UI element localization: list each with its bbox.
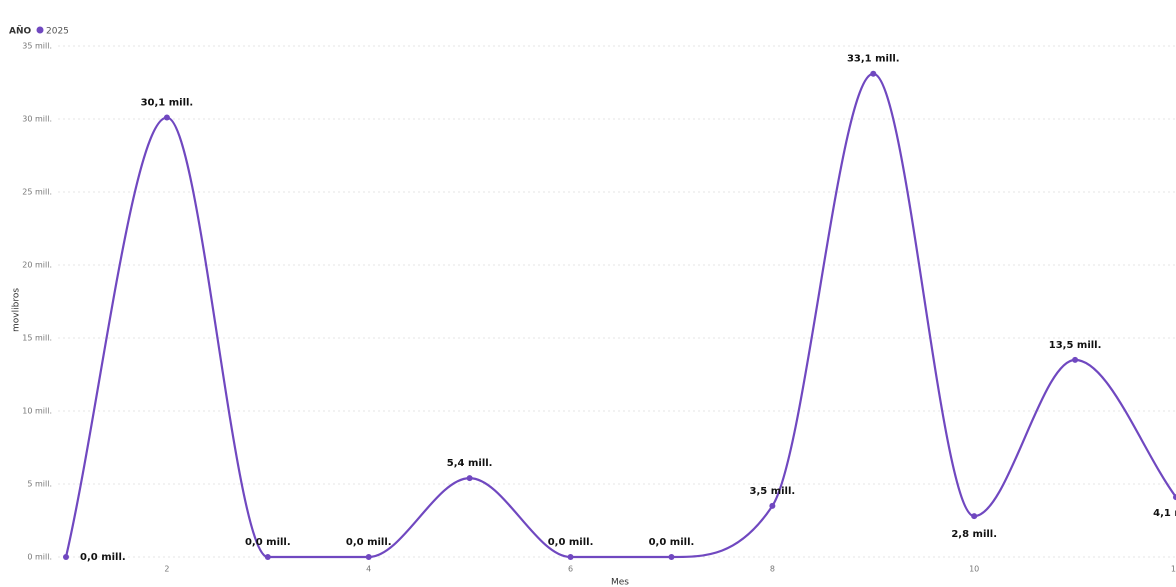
data-label: 2,8 mill. (951, 529, 997, 540)
x-tick-label: 2 (164, 565, 169, 574)
data-label: 3,5 mill. (750, 486, 796, 497)
data-label: 5,4 mill. (447, 458, 493, 469)
point (365, 554, 372, 560)
point (971, 513, 978, 520)
legend-marker (36, 26, 44, 34)
data-label: 0,0 mill. (245, 537, 291, 548)
point (63, 554, 69, 560)
point (163, 114, 170, 121)
data-label: 0,0 mill. (346, 537, 392, 548)
data-label: 33,1 mill. (847, 54, 900, 65)
line (64, 72, 1176, 559)
point (870, 70, 877, 77)
data-label: 30,1 mill. (141, 98, 194, 109)
legend-label: 2025 (46, 27, 69, 37)
legend-title: AÑO (9, 26, 31, 37)
x-tick-label: 6 (568, 565, 573, 574)
y-tick-label: 10 mill. (22, 407, 52, 416)
y-axis-title: movlibros (12, 288, 22, 332)
x-axis-title: Mes (611, 578, 629, 587)
point (466, 475, 473, 482)
data-label: 4,1 mill. (1153, 508, 1176, 519)
point (769, 502, 776, 509)
x-tick-label: 12 (1171, 565, 1176, 574)
point (1072, 356, 1079, 363)
x-tick-label: 10 (969, 565, 979, 574)
y-tick-label: 5 mill. (27, 480, 52, 489)
point (264, 554, 271, 560)
y-tick-label: 15 mill. (22, 334, 52, 343)
y-tick-label: 20 mill. (22, 261, 52, 270)
data-label: 13,5 mill. (1049, 340, 1102, 351)
y-tick-label: 30 mill. (22, 115, 52, 124)
data-label: 0,0 mill. (548, 537, 594, 548)
x-tick-label: 4 (366, 565, 371, 574)
data-label: 0,0 mill. (649, 537, 695, 548)
x-tick-label: 8 (770, 565, 775, 574)
data-label: 0,0 mill. (80, 552, 126, 563)
y-tick-label: 25 mill. (22, 188, 52, 197)
y-tick-label: 35 mill. (22, 42, 52, 51)
point (567, 554, 574, 560)
y-tick-label: 0 mill. (27, 553, 52, 562)
point (1173, 494, 1176, 501)
point (668, 554, 675, 560)
